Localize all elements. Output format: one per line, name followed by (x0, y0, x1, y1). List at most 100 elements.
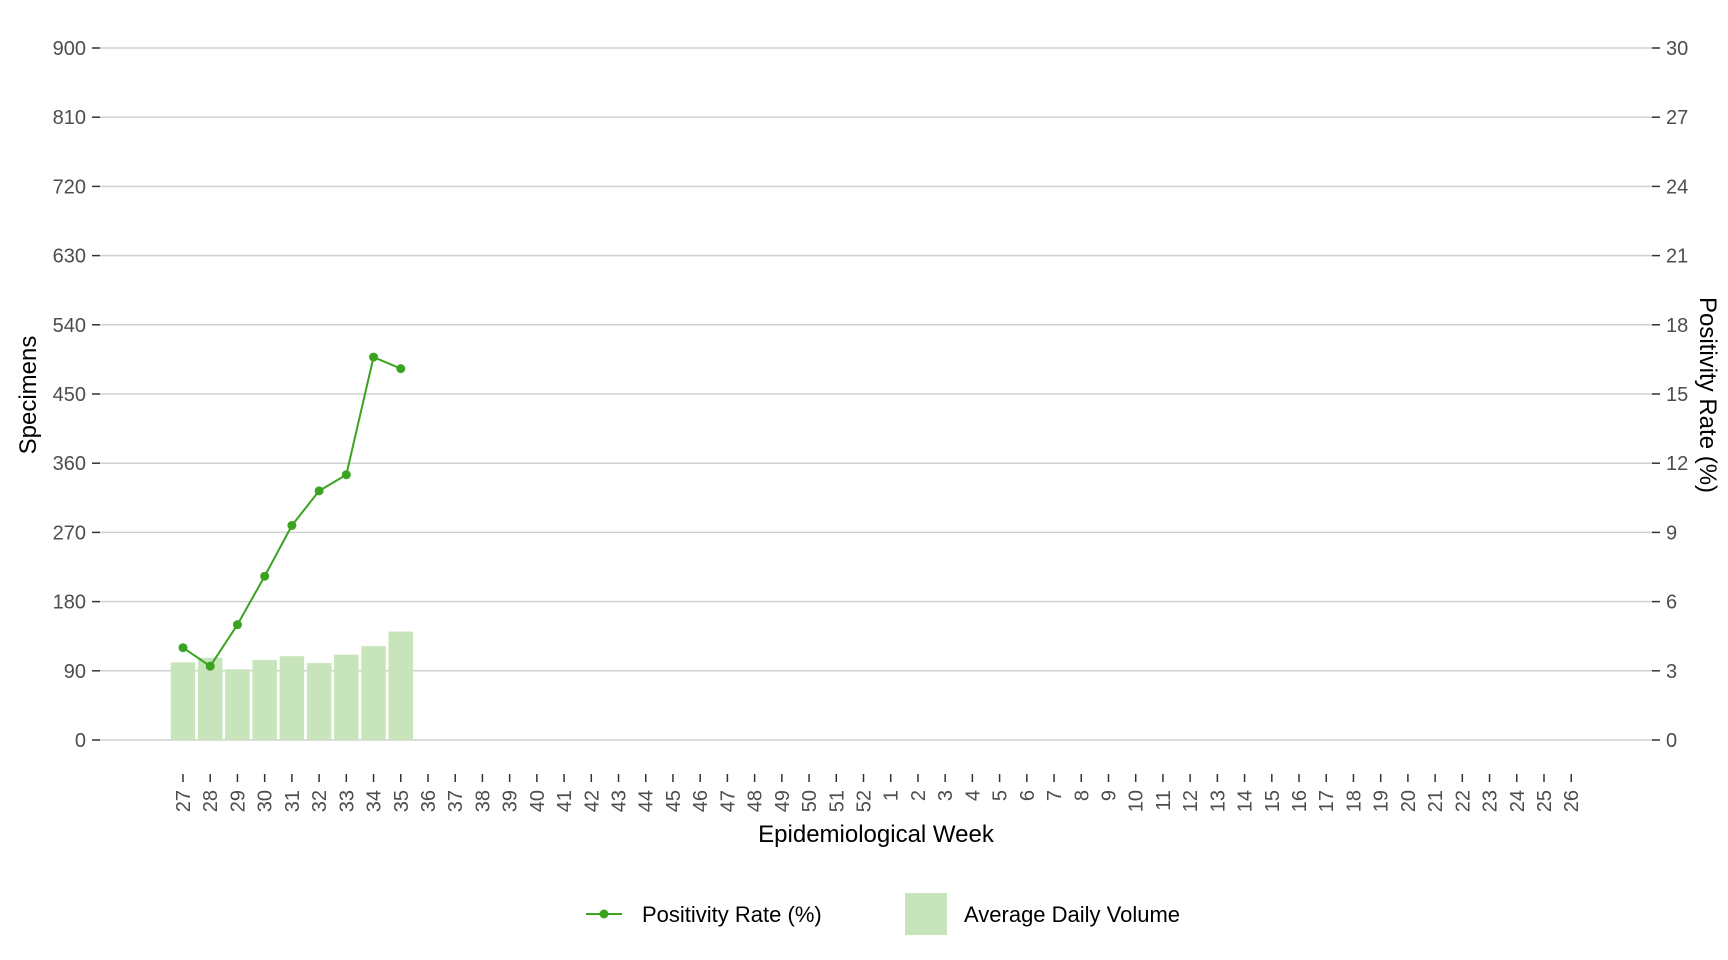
y-right-tick-label: 3 (1666, 661, 1677, 683)
bar (279, 656, 305, 740)
y-right-tick-label: 6 (1666, 592, 1677, 614)
x-tick-label: 21 (1425, 790, 1447, 812)
line-series (178, 352, 406, 671)
x-tick-label: 50 (799, 790, 821, 812)
y-axis-left-title: Specimens (15, 336, 42, 455)
x-tick-label: 27 (173, 790, 195, 812)
x-tick-label: 6 (1017, 790, 1039, 801)
line-point (369, 352, 379, 362)
x-tick-label: 40 (527, 790, 549, 812)
x-tick-label: 5 (990, 790, 1012, 801)
line-point (260, 571, 270, 581)
x-tick-label: 41 (554, 790, 576, 812)
y-right-tick-label: 15 (1666, 384, 1688, 406)
y-left-tick-label: 0 (75, 730, 86, 752)
x-tick-label: 11 (1153, 790, 1175, 811)
x-tick-label: 48 (745, 790, 767, 812)
y-axis-right-title: Positivity Rate (%) (1694, 297, 1721, 493)
x-tick-label: 32 (309, 790, 331, 812)
x-tick-label: 44 (636, 790, 658, 812)
left-axis: 0 90 180 270 360 450 540 630 720 810 900 (53, 38, 100, 752)
bar (252, 660, 277, 740)
x-tick-label: 9 (1098, 790, 1120, 801)
x-tick-label: 17 (1316, 790, 1338, 812)
y-left-tick-label: 900 (53, 38, 86, 60)
bar (306, 663, 332, 740)
line-point (287, 520, 297, 530)
x-tick-label: 30 (255, 790, 277, 812)
x-axis-title: Epidemiological Week (758, 821, 995, 848)
y-left-tick-label: 270 (53, 522, 86, 544)
x-tick-label: 51 (826, 790, 848, 812)
x-tick-label: 7 (1044, 790, 1066, 801)
x-tick-label: 25 (1534, 790, 1556, 812)
y-right-tick-label: 27 (1666, 107, 1688, 129)
bar (225, 669, 250, 740)
legend-point-swatch (599, 909, 609, 919)
y-left-tick-label: 630 (53, 246, 86, 268)
bar (361, 646, 386, 740)
y-left-tick-label: 360 (53, 453, 86, 475)
x-tick-label: 46 (690, 790, 712, 812)
x-tick-label: 52 (854, 790, 876, 812)
bar-series (170, 631, 414, 740)
x-tick-label: 22 (1452, 790, 1474, 812)
x-tick-label: 39 (500, 790, 522, 812)
x-tick-label: 2 (908, 790, 930, 801)
y-right-tick-label: 9 (1666, 522, 1677, 544)
x-tick-label: 47 (717, 790, 739, 812)
x-tick-label: 26 (1561, 790, 1583, 812)
x-tick-label: 23 (1480, 790, 1502, 812)
x-tick-label: 42 (581, 790, 603, 812)
line-point (178, 643, 188, 653)
x-tick-label: 34 (364, 790, 386, 812)
x-tick-label: 4 (962, 790, 984, 801)
x-tick-label: 15 (1262, 790, 1284, 812)
x-tick-label: 43 (609, 790, 631, 812)
y-right-tick-label: 18 (1666, 315, 1688, 337)
x-tick-label: 37 (445, 790, 467, 812)
legend-item-positivity: Positivity Rate (%) (586, 902, 822, 927)
bar (170, 662, 196, 740)
y-left-tick-label: 540 (53, 315, 86, 337)
x-tick-label: 36 (418, 790, 440, 812)
legend-label-positivity: Positivity Rate (%) (642, 902, 822, 927)
bar (334, 654, 359, 740)
x-tick-label: 31 (282, 790, 304, 812)
y-left-tick-label: 90 (64, 661, 86, 683)
y-right-tick-label: 0 (1666, 730, 1677, 752)
x-tick-label: 24 (1507, 790, 1529, 812)
x-tick-label: 13 (1207, 790, 1229, 812)
x-tick-label: 33 (336, 790, 358, 812)
x-axis: 27 28 29 30 31 32 33 34 35 36 37 38 39 40 41 42 43 44 45 46… (173, 774, 1583, 812)
line-point (396, 364, 406, 374)
x-tick-label: 20 (1398, 790, 1420, 812)
y-right-tick-label: 30 (1666, 38, 1688, 60)
right-axis: 0 3 6 9 12 15 18 21 24 27 30 (1652, 38, 1688, 752)
legend-bar-swatch (905, 893, 947, 935)
gridlines (100, 47, 1652, 741)
legend-item-volume: Average Daily Volume (905, 893, 1180, 935)
x-tick-label: 8 (1071, 790, 1093, 801)
x-tick-label: 49 (772, 790, 794, 812)
y-right-tick-label: 12 (1666, 453, 1688, 475)
positivity-line (182, 355, 402, 668)
legend-label-volume: Average Daily Volume (964, 902, 1180, 927)
x-tick-label: 45 (663, 790, 685, 812)
x-tick-label: 18 (1343, 790, 1365, 812)
x-tick-label: 3 (935, 790, 957, 801)
y-left-tick-label: 810 (53, 107, 86, 129)
x-tick-label: 16 (1289, 790, 1311, 812)
line-point (205, 661, 215, 671)
line-point (314, 486, 324, 496)
line-point (341, 470, 351, 480)
y-right-tick-label: 24 (1666, 176, 1688, 198)
bar (197, 657, 223, 740)
y-left-tick-label: 720 (53, 176, 86, 198)
line-point (232, 620, 242, 630)
y-left-tick-label: 180 (53, 592, 86, 614)
bar (388, 631, 414, 740)
x-tick-label: 12 (1180, 790, 1202, 812)
y-right-tick-label: 21 (1666, 246, 1688, 268)
